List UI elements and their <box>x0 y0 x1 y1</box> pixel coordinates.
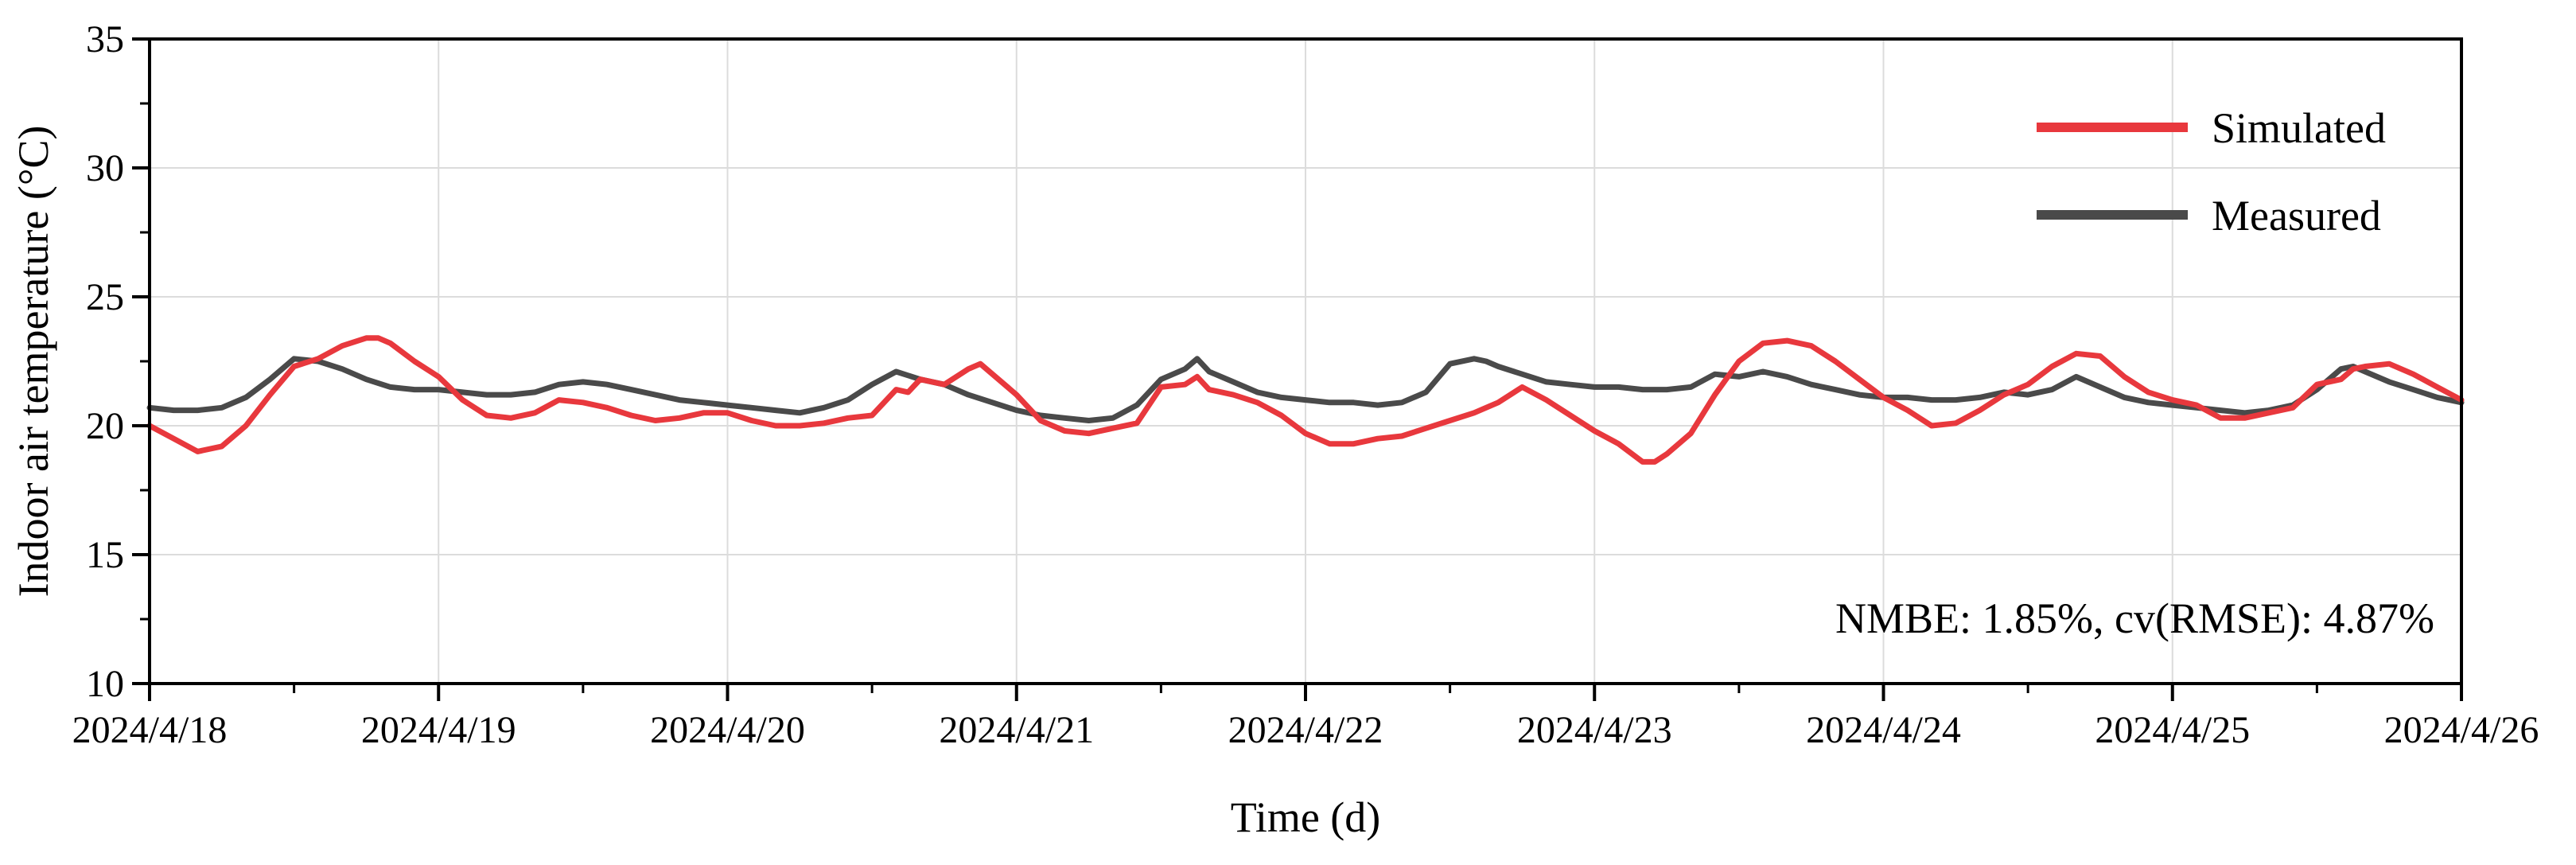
x-tick-labels: 2024/4/18 2024/4/19 2024/4/20 2024/4/21 2024… <box>72 709 2539 751</box>
y-axis-title: Indoor air temperature (°C) <box>10 126 57 598</box>
x-tick-label: 2024/4/19 <box>361 709 516 751</box>
x-tick-label: 2024/4/26 <box>2384 709 2539 751</box>
x-tick-label: 2024/4/24 <box>1806 709 1961 751</box>
x-tick-label: 2024/4/20 <box>650 709 805 751</box>
axis-ticks <box>132 37 2463 701</box>
x-tick-label: 2024/4/22 <box>1228 709 1383 751</box>
legend-label-simulated: Simulated <box>2212 104 2386 152</box>
y-tick-label: 30 <box>86 147 124 189</box>
y-tick-label: 20 <box>86 405 124 447</box>
legend: Simulated Measured <box>2037 104 2386 240</box>
x-tick-label: 2024/4/23 <box>1517 709 1672 751</box>
y-tick-label: 25 <box>86 276 124 318</box>
x-tick-label: 2024/4/21 <box>939 709 1094 751</box>
series-layer <box>146 335 2465 465</box>
legend-label-measured: Measured <box>2212 192 2381 240</box>
series-line-simulated <box>146 335 2465 465</box>
series-line-measured <box>146 356 2465 423</box>
y-tick-label: 35 <box>86 18 124 60</box>
x-axis-title: Time (d) <box>1231 793 1381 841</box>
y-tick-labels: 10 15 20 25 30 35 <box>86 18 124 705</box>
y-tick-label: 15 <box>86 534 124 576</box>
y-tick-label: 10 <box>86 663 124 705</box>
metrics-annotation: NMBE: 1.85%, cv(RMSE): 4.87% <box>1835 594 2434 642</box>
x-tick-label: 2024/4/18 <box>72 709 228 751</box>
x-tick-label: 2024/4/25 <box>2095 709 2250 751</box>
